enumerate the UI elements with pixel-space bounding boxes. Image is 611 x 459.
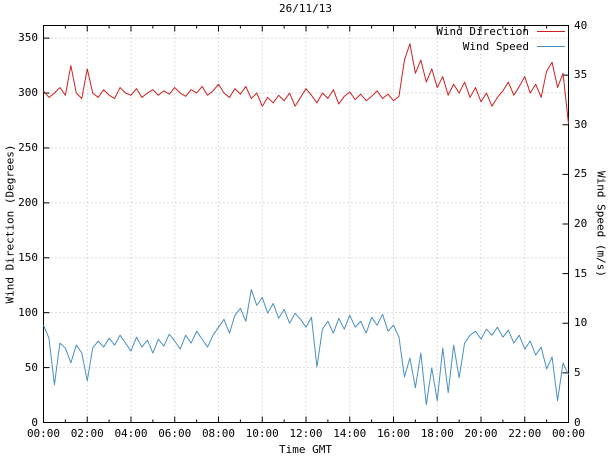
wind-speed-line [43, 289, 569, 406]
x-tick-label: 00:00 [551, 427, 586, 440]
plot-border [43, 25, 569, 423]
y-left-tick-label: 0 [31, 415, 38, 429]
y-left-tick-label: 100 [18, 305, 38, 319]
y-left-tick-label: 50 [24, 360, 38, 374]
legend-line-wind-direction [537, 30, 565, 32]
x-tick-label: 18:00 [420, 427, 454, 440]
x-tick-label: 16:00 [376, 427, 411, 440]
y-right-tick-label: 15 [574, 266, 588, 280]
legend-item-wind-speed: Wind Speed [462, 39, 565, 53]
wind-direction-line [43, 43, 569, 124]
y-right-tick-label: 5 [574, 365, 581, 379]
y-left-tick-label: 250 [18, 140, 38, 154]
y-right-tick-label: 25 [574, 167, 588, 181]
x-tick-label: 00:00 [26, 427, 61, 440]
y-left-tick-label: 200 [18, 195, 38, 209]
chart-title: 26/11/13 [279, 2, 332, 15]
y-right-tick-label: 0 [574, 415, 581, 429]
x-tick-label: 02:00 [70, 427, 104, 440]
x-tick-label: 22:00 [508, 427, 542, 440]
y-right-tick-label: 20 [574, 217, 588, 230]
x-tick-label: 20:00 [464, 427, 498, 440]
legend-label-wind-direction: Wind Direction [436, 24, 529, 38]
x-axis-label: Time GMT [279, 443, 332, 456]
x-tick-label: 08:00 [201, 427, 236, 440]
x-tick-label: 04:00 [114, 427, 148, 440]
legend-line-wind-speed [537, 45, 565, 47]
y-left-tick-label: 150 [18, 250, 38, 264]
x-tick-label: 06:00 [158, 427, 192, 440]
y-right-tick-label: 40 [574, 18, 588, 32]
y-right-tick-label: 10 [574, 316, 588, 330]
x-tick-label: 14:00 [333, 427, 367, 440]
y-left-tick-label: 300 [18, 86, 38, 100]
y-right-tick-label: 30 [574, 117, 588, 131]
x-tick-label: 10:00 [245, 427, 279, 440]
y-left-tick-label: 350 [18, 31, 38, 45]
x-tick-label: 12:00 [289, 427, 323, 440]
y-right-tick-label: 35 [574, 68, 588, 82]
legend: Wind Direction Wind Speed [436, 24, 565, 53]
legend-label-wind-speed: Wind Speed [462, 39, 529, 53]
legend-item-wind-direction: Wind Direction [436, 24, 565, 38]
